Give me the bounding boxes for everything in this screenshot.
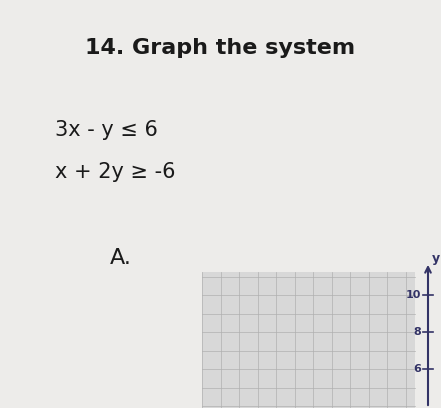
Text: 10: 10 bbox=[406, 290, 421, 300]
Text: x + 2y ≥ -6: x + 2y ≥ -6 bbox=[55, 162, 176, 182]
Text: A.: A. bbox=[110, 248, 132, 268]
Text: 8: 8 bbox=[413, 327, 421, 337]
Bar bbox=[202, 272, 415, 408]
Text: y: y bbox=[432, 252, 440, 265]
Text: 3x - y ≤ 6: 3x - y ≤ 6 bbox=[55, 120, 158, 140]
Text: 6: 6 bbox=[413, 364, 421, 374]
Text: 14. Graph the system: 14. Graph the system bbox=[85, 38, 355, 58]
